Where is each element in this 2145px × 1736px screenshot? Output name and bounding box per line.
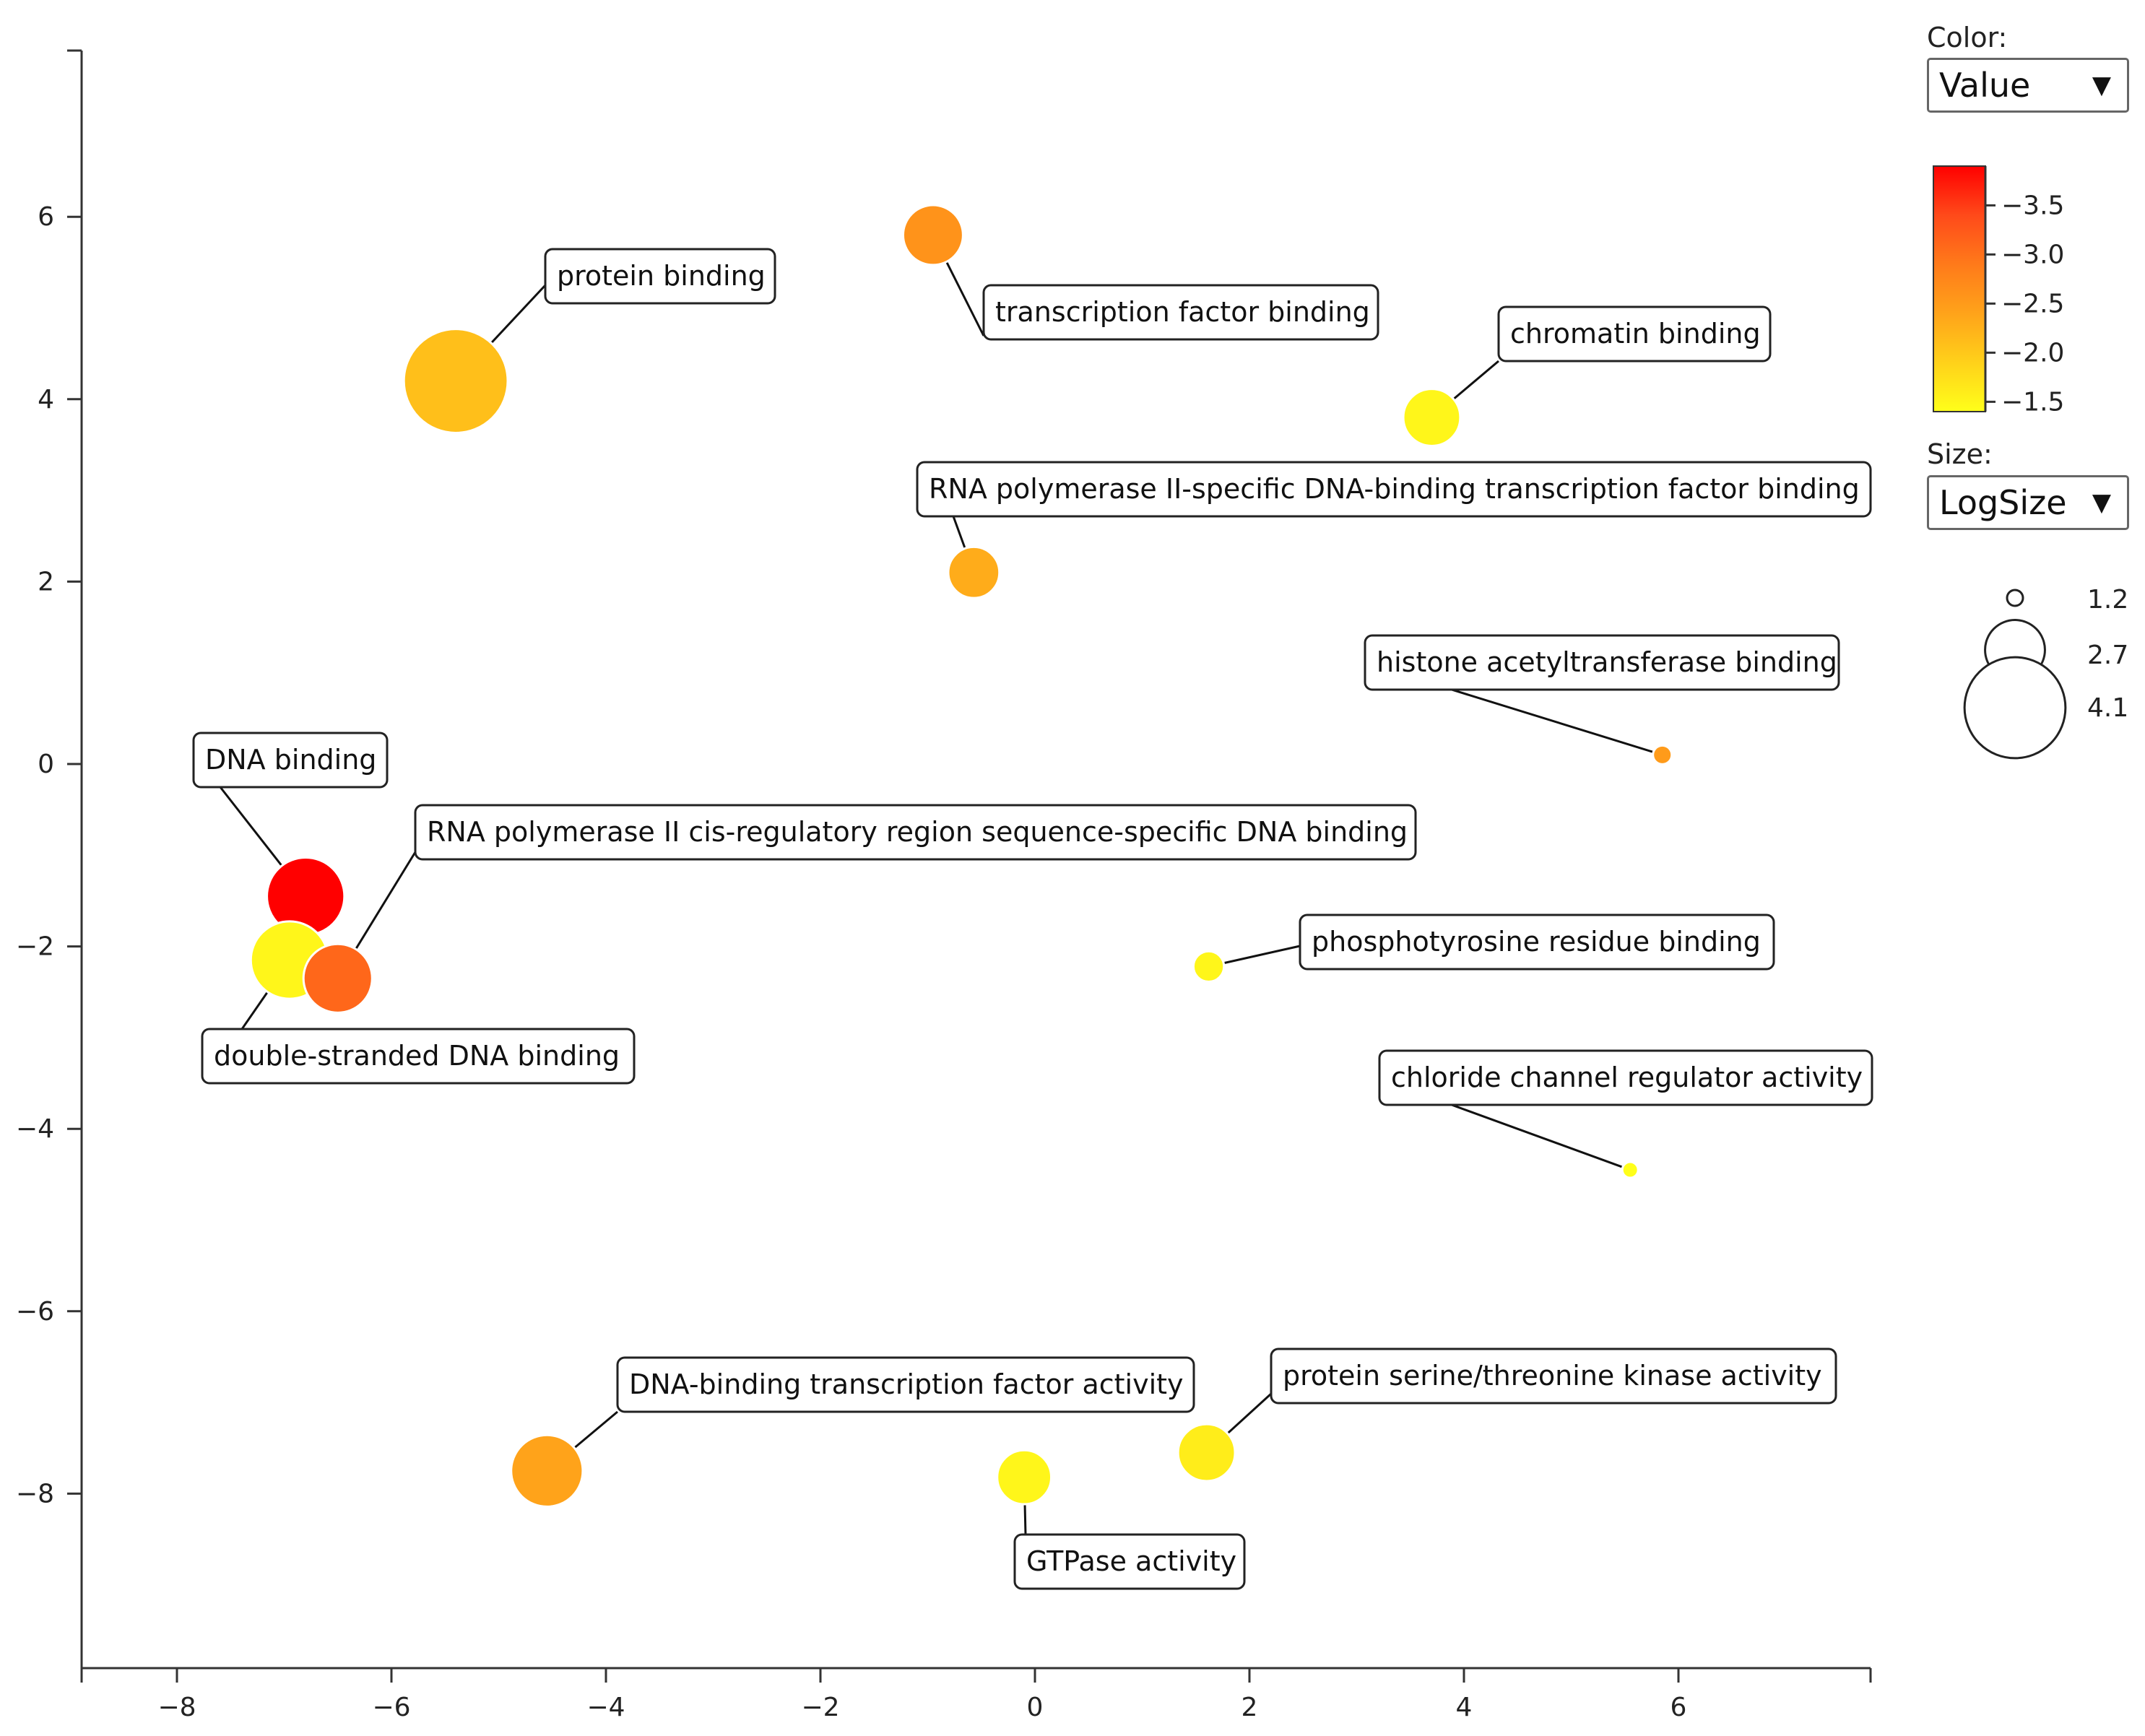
y-tick-label: −6	[16, 1297, 54, 1327]
label-box	[982, 284, 1379, 341]
axes: −8 −6 −4 −2 0 2 4 6 −8 −6 −4 −2 0 2 4 6	[16, 49, 1872, 1722]
data-point	[1176, 1423, 1236, 1483]
label-box	[1299, 913, 1775, 971]
colorbar-tick-label: −2.5	[2001, 289, 2064, 318]
leader-line	[1451, 1103, 1631, 1171]
y-tick-label: −4	[16, 1114, 54, 1144]
colorbar-tick-label: −3.5	[2001, 191, 2064, 220]
point-label: phosphotyrosine residue binding	[1299, 913, 1775, 971]
x-tick-label: 6	[1670, 1693, 1687, 1722]
label-text: chromatin binding	[1510, 318, 1761, 350]
color-select-value: Value	[1939, 66, 2031, 105]
x-tick-label: −8	[157, 1693, 196, 1722]
leader-line	[1451, 688, 1663, 756]
size-legend-circle	[1963, 656, 2067, 760]
colorbar	[1933, 165, 1986, 412]
label-text: transcription factor binding	[995, 296, 1370, 328]
point-label: protein serine/threonine kinase activity	[1270, 1347, 1837, 1405]
chevron-down-icon: ▼	[2092, 488, 2111, 517]
point-label: GTPase activity	[1013, 1533, 1246, 1590]
data-point	[510, 1433, 584, 1508]
data-point	[947, 545, 1001, 599]
x-tick-label: −4	[586, 1693, 625, 1722]
y-tick-label: 6	[38, 202, 54, 232]
colorbar-tick-label: −3.0	[2001, 240, 2064, 269]
size-legend-label: 2.7	[2087, 641, 2128, 670]
data-point	[901, 204, 964, 266]
label-box	[544, 248, 776, 305]
size-legend: 1.2 2.7 4.1	[1963, 585, 2128, 760]
colorbar-tick-label: −2.0	[2001, 338, 2064, 368]
y-tick-label: −8	[16, 1479, 54, 1509]
label-box	[1497, 305, 1772, 363]
label-box	[414, 804, 1417, 861]
size-select-value: LogSize	[1939, 483, 2067, 522]
x-tick-label: 2	[1242, 1693, 1258, 1722]
bubbles	[249, 204, 1673, 1508]
label-text: phosphotyrosine residue binding	[1312, 926, 1761, 958]
label-text: double-stranded DNA binding	[214, 1040, 620, 1072]
y-tick-label: 4	[38, 385, 54, 415]
point-label: DNA binding	[192, 732, 389, 789]
label-text: protein binding	[557, 260, 766, 292]
y-tick-label: 2	[38, 567, 54, 596]
label-box	[1270, 1347, 1837, 1405]
label-text: DNA binding	[205, 744, 376, 776]
data-point	[1652, 744, 1673, 765]
color-title: Color:	[1927, 22, 2008, 53]
label-box	[1364, 634, 1840, 691]
label-text: chloride channel regulator activity	[1391, 1062, 1863, 1093]
point-label: histone acetyltransferase binding	[1364, 634, 1840, 691]
label-box	[916, 461, 1872, 518]
x-tick-label: −6	[372, 1693, 410, 1722]
colorbar-tick-label: −1.5	[2001, 387, 2064, 417]
color-legend: −3.5 −3.0 −2.5 −2.0 −1.5	[1933, 165, 2064, 417]
size-title: Size:	[1927, 438, 1993, 470]
label-box	[192, 732, 389, 789]
point-label: protein binding	[544, 248, 776, 305]
data-point	[302, 942, 373, 1014]
point-label: RNA polymerase II cis-regulatory region …	[414, 804, 1417, 861]
point-label: transcription factor binding	[982, 284, 1379, 341]
data-point	[996, 1449, 1053, 1506]
point-label: chromatin binding	[1497, 305, 1772, 363]
data-point	[1621, 1160, 1639, 1179]
label-text: RNA polymerase II-specific DNA-binding t…	[929, 473, 1860, 505]
y-tick-label: 0	[38, 750, 54, 779]
label-box	[1013, 1533, 1246, 1590]
color-select[interactable]: Value ▼	[1927, 58, 2129, 113]
data-point	[1402, 388, 1462, 447]
y-tick-label: −2	[16, 932, 54, 962]
point-labels: protein binding transcription factor bind…	[192, 248, 1873, 1590]
x-tick-label: −2	[801, 1693, 839, 1722]
label-text: RNA polymerase II cis-regulatory region …	[427, 816, 1408, 848]
label-text: GTPase activity	[1026, 1545, 1236, 1577]
label-text: histone acetyltransferase binding	[1377, 646, 1837, 678]
x-tick-label: 0	[1027, 1693, 1044, 1722]
label-box	[1378, 1049, 1873, 1106]
label-text: protein serine/threonine kinase activity	[1283, 1360, 1822, 1392]
point-label: DNA-binding transcription factor activit…	[616, 1356, 1195, 1413]
size-legend-label: 1.2	[2087, 585, 2128, 615]
point-label: double-stranded DNA binding	[201, 1028, 636, 1085]
chevron-down-icon: ▼	[2092, 71, 2111, 100]
data-point	[402, 328, 509, 434]
point-label: chloride channel regulator activity	[1378, 1049, 1873, 1106]
size-legend-circle	[2006, 589, 2024, 607]
point-label: RNA polymerase II-specific DNA-binding t…	[916, 461, 1872, 518]
x-tick-label: 4	[1456, 1693, 1473, 1722]
size-select[interactable]: LogSize ▼	[1927, 475, 2129, 530]
label-text: DNA-binding transcription factor activit…	[629, 1368, 1184, 1400]
label-box	[616, 1356, 1195, 1413]
size-legend-label: 4.1	[2087, 693, 2128, 723]
label-box	[201, 1028, 636, 1085]
data-point	[1192, 950, 1226, 984]
